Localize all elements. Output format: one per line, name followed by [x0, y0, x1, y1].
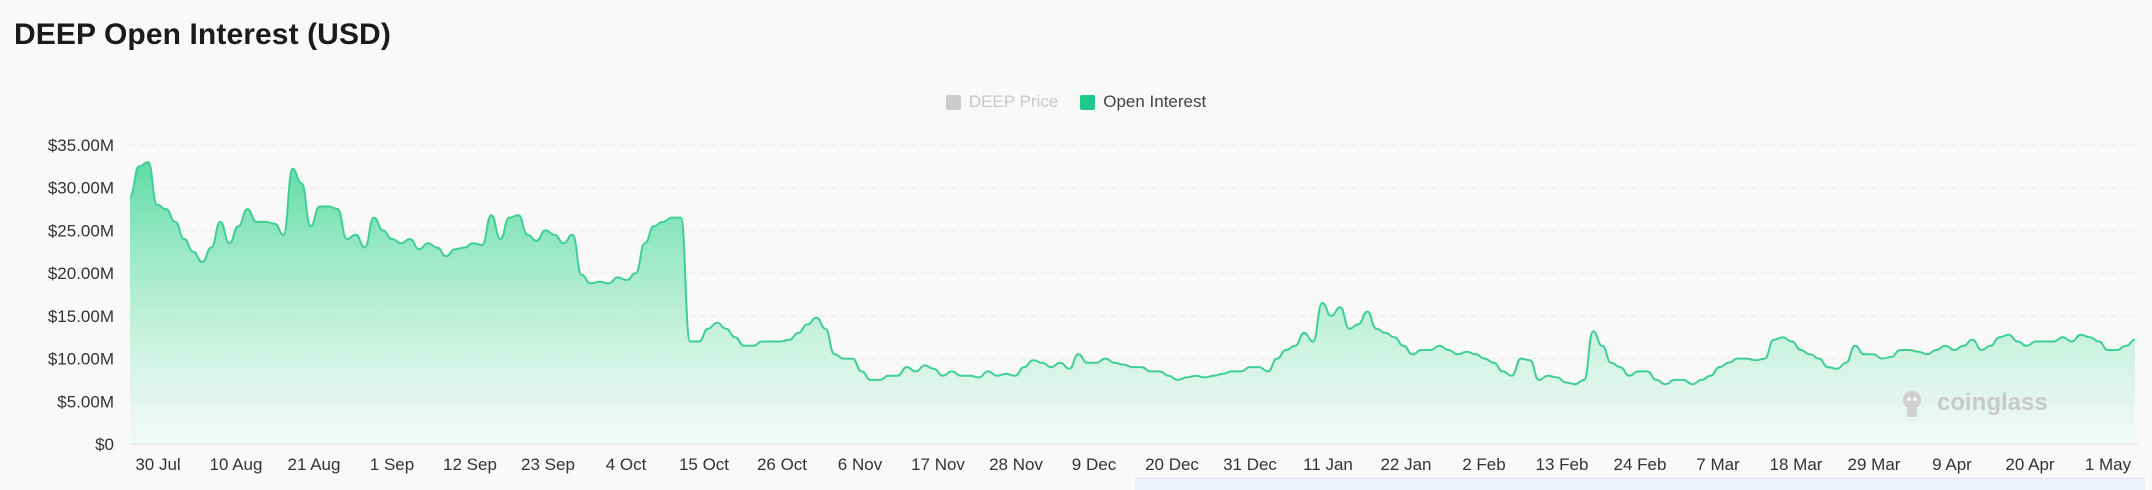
x-tick-label: 28 Nov — [989, 455, 1043, 474]
x-tick-label: 17 Nov — [911, 455, 965, 474]
x-tick-label: 2 Feb — [1462, 455, 1505, 474]
x-axis: 30 Jul 10 Aug 21 Aug 1 Sep 12 Sep 23 Sep 4 Oct… — [135, 455, 2131, 474]
x-tick-label: 15 Oct — [679, 455, 729, 474]
y-tick-label: $0 — [95, 435, 114, 454]
y-tick-label: $20.00M — [48, 264, 114, 283]
x-tick-label: 21 Aug — [288, 455, 341, 474]
y-tick-label: $10.00M — [48, 350, 114, 369]
y-tick-label: $15.00M — [48, 307, 114, 326]
x-tick-label: 29 Mar — [1848, 455, 1901, 474]
watermark-text: coinglass — [1937, 389, 2048, 416]
x-tick-label: 7 Mar — [1696, 455, 1740, 474]
legend-swatch-deep-price — [945, 94, 961, 110]
legend-item-open-interest[interactable]: Open Interest — [1080, 92, 1206, 112]
y-tick-label: $25.00M — [48, 221, 114, 240]
x-tick-label: 18 Mar — [1770, 455, 1823, 474]
x-tick-label: 20 Apr — [2005, 455, 2054, 474]
x-tick-label: 30 Jul — [135, 455, 180, 474]
x-tick-label: 22 Jan — [1380, 455, 1431, 474]
y-tick-label: $5.00M — [57, 392, 114, 411]
x-tick-label: 26 Oct — [757, 455, 807, 474]
x-tick-label: 24 Feb — [1614, 455, 1667, 474]
y-tick-label: $30.00M — [48, 179, 114, 198]
x-tick-label: 6 Nov — [838, 455, 883, 474]
legend-label-deep-price: DEEP Price — [968, 92, 1059, 111]
open-interest-line — [129, 161, 2136, 386]
x-tick-label: 13 Feb — [1536, 455, 1589, 474]
x-tick-label: 20 Dec — [1145, 455, 1199, 474]
legend-item-deep-price[interactable]: DEEP Price — [945, 92, 1059, 112]
chart-title: DEEP Open Interest (USD) — [14, 18, 391, 51]
coinglass-logo-icon — [1903, 391, 1921, 417]
x-tick-label: 10 Aug — [210, 455, 263, 474]
x-tick-label: 1 May — [2085, 455, 2132, 474]
x-tick-label: 9 Dec — [1072, 455, 1117, 474]
coinglass-watermark: coinglass — [1895, 386, 2048, 420]
y-axis: $0 $5.00M $10.00M $15.00M $20.00M $25.00M $30.… — [48, 136, 114, 454]
x-tick-label: 1 Sep — [370, 455, 414, 474]
y-tick-label: $35.00M — [48, 136, 114, 155]
x-tick-label: 23 Sep — [521, 455, 575, 474]
x-tick-label: 11 Jan — [1303, 455, 1353, 474]
x-tick-label: 31 Dec — [1223, 455, 1277, 474]
legend-label-open-interest: Open Interest — [1103, 92, 1207, 111]
x-tick-label: 12 Sep — [443, 455, 497, 474]
legend-swatch-open-interest — [1080, 94, 1096, 110]
chart-legend: DEEP Price Open Interest — [0, 92, 2152, 112]
x-tick-label: 9 Apr — [1932, 455, 1972, 474]
zoom-scroll-bar[interactable] — [1135, 478, 2145, 490]
open-interest-area — [130, 162, 2135, 444]
x-tick-label: 4 Oct — [606, 455, 647, 474]
